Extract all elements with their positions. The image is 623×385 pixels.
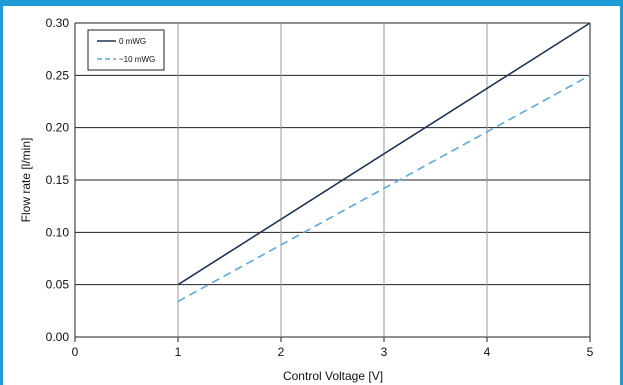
y-tick-label-6: 0.30	[46, 16, 70, 30]
y-tick-label-4: 0.20	[46, 121, 70, 135]
tick-labels: 0.00 0.05 0.10 0.15 0.20 0.25 0.30 0 1 2 3 4 5	[46, 16, 594, 359]
y-tick-label-2: 0.10	[46, 225, 70, 239]
x-tick-label-1: 1	[175, 345, 182, 359]
top-accent-bar	[3, 0, 620, 6]
legend: 0 mWG ~10 mWG	[87, 29, 165, 71]
x-tick-label-3: 3	[381, 345, 388, 359]
y-tick-label-5: 0.25	[46, 68, 70, 82]
series-line-0	[177, 22, 591, 286]
x-tick-label-2: 2	[278, 345, 285, 359]
y-tick-label-3: 0.15	[46, 173, 70, 187]
x-tick-label-0: 0	[72, 345, 79, 359]
x-tick-label-5: 5	[587, 345, 594, 359]
series-lines	[177, 22, 591, 303]
y-tick-label-1: 0.05	[46, 278, 70, 292]
legend-box	[87, 29, 165, 71]
series-line-1	[177, 74, 591, 303]
legend-label-0: 0 mWG	[119, 37, 146, 46]
x-axis-label: Control Voltage [V]	[283, 369, 383, 383]
grid	[74, 22, 591, 342]
x-tick-label-4: 4	[484, 345, 491, 359]
y-tick-label-0: 0.00	[46, 330, 70, 344]
legend-label-1: ~10 mWG	[119, 55, 155, 64]
y-axis-label: Flow rate [l/min]	[19, 138, 33, 223]
